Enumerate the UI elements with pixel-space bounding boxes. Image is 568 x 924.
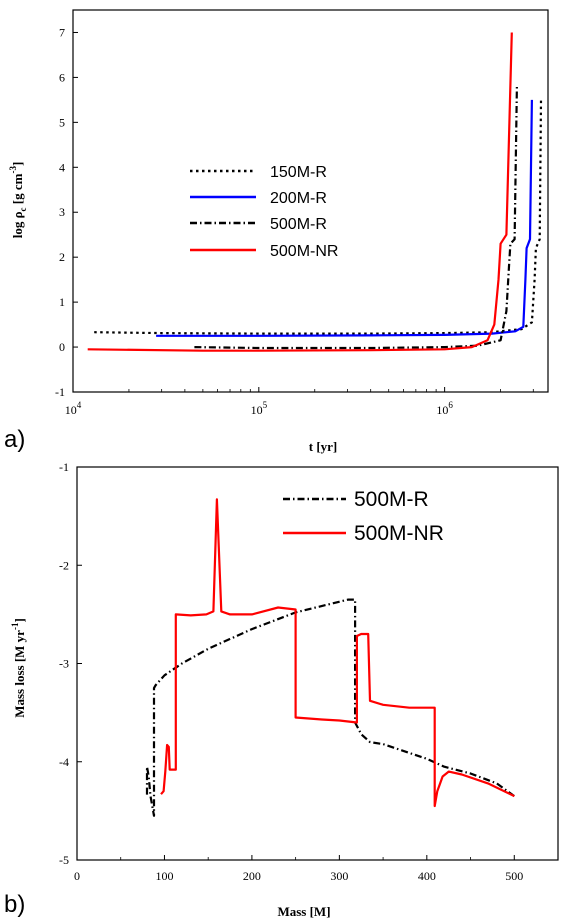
panel-b-ytick-label: -3 [59,657,69,671]
panel-a-xtick-label: 104 [65,400,82,417]
panel-b-ytick-label: -5 [59,853,69,867]
panel-b-xtick-label: 500 [505,869,523,883]
panel-a-ytick-label: 1 [59,295,65,309]
panel-a-ytick-label: 5 [59,115,65,129]
panel-b-legend-label: 500M-NR [354,522,444,545]
panel-a-ytick-label: 7 [59,25,65,39]
panel-a-legend-label: 200M-R [270,190,327,207]
panel-a-ytick-label: -1 [55,385,65,399]
panel-a-xtick-label: 105 [251,400,268,417]
panel-b-legend: 500M-R 500M-NR [283,488,444,545]
panel-a-series-500m-nr-line [87,32,513,352]
panel-a-ytick-label: 2 [59,250,65,264]
panel-a-xlabel: t [yr] [309,439,338,454]
panel-b-ylabel: Mass loss [M yr-1] [10,618,27,718]
panel-a-xtick-label: 106 [436,400,453,417]
panel-a-chart: -1 0 1 2 3 4 5 6 7 104 105 106 log ρc [g cm-3] t [yr]… [8,9,549,454]
panel-a-legend-label: 500M-R [270,216,327,233]
panel-b-tag: b) [4,891,25,918]
panel-b-series-500m-r-line [145,598,515,817]
panel-a-legend-label: 500M-NR [270,243,338,260]
panel-b-xtick-label: 100 [155,869,173,883]
panel-a-plot-frame [72,9,549,393]
panel-a-legend-label: 150M-R [270,164,327,181]
panel-a-tag: a) [4,426,25,453]
panel-a-ylabel: log ρc [g cm-3] [8,162,28,239]
panel-b-xtick-label: 0 [74,869,80,883]
panel-b-chart: -5 -4 -3 -2 -1 0 100 200 300 400 500 Mass loss [M y… [10,460,559,919]
panel-a-ytick-label: 4 [59,160,65,174]
panel-b-xlabel: Mass [M] [277,904,330,919]
panel-a-series-200m-r-line [156,99,533,337]
panel-b-xtick-label: 400 [418,869,436,883]
panel-b-plot-frame [76,466,559,861]
panel-b-ytick-label: -1 [59,460,69,474]
panel-b-ytick-label: -4 [59,755,69,769]
panel-a-ytick-label: 3 [59,205,65,219]
panel-a-ytick-label: 6 [59,70,65,84]
panel-b-series-500m-nr-line [160,498,515,808]
panel-a-legend: 150M-R 200M-R 500M-R 500M-NR [190,164,338,260]
panel-b-xtick-label: 300 [330,869,348,883]
panel-b-legend-label: 500M-R [354,488,429,511]
panel-a-ytick-label: 0 [59,340,65,354]
panel-a-series-500m-r-line [194,86,518,350]
panel-b-xtick-label: 200 [243,869,261,883]
panel-b-ytick-label: -2 [59,558,69,572]
